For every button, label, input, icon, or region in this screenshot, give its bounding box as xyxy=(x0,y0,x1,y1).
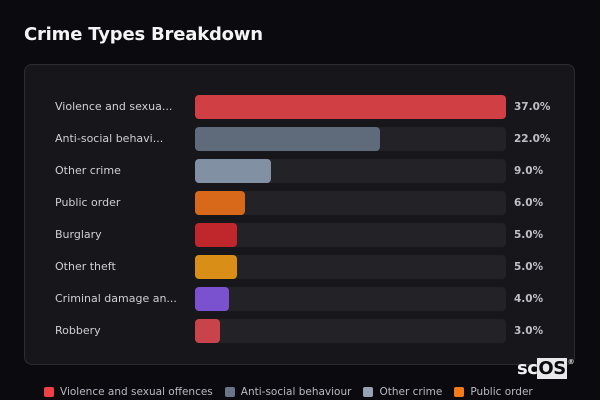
category-label: Criminal damage an... xyxy=(55,292,177,305)
category-label: Anti-social behavi... xyxy=(55,132,164,145)
scos-logo: scOS ® xyxy=(517,358,575,379)
legend-swatch-icon xyxy=(224,387,235,397)
bar-track xyxy=(195,319,506,343)
bar-row: Other crime 9.0% xyxy=(25,159,574,183)
value-label: 9.0% xyxy=(514,165,544,177)
legend-item[interactable]: Public order xyxy=(454,386,533,398)
value-label: 3.0% xyxy=(514,325,544,337)
chart-legend: Violence and sexual offences Anti-social … xyxy=(44,386,533,398)
bar-row: Other theft 5.0% xyxy=(25,255,574,279)
bar[interactable] xyxy=(195,287,229,311)
legend-item[interactable]: Other crime xyxy=(363,386,442,398)
category-label: Violence and sexua... xyxy=(55,100,173,113)
registered-mark: ® xyxy=(567,358,575,366)
category-label: Public order xyxy=(55,196,121,209)
bar-row: Violence and sexua... 37.0% xyxy=(25,95,574,119)
legend-swatch-icon xyxy=(44,387,54,397)
bar[interactable] xyxy=(195,255,238,279)
bar-track xyxy=(195,223,506,247)
legend-label: Violence and sexual offences xyxy=(60,386,213,398)
bar-track xyxy=(195,95,506,119)
legend-swatch-icon xyxy=(363,387,374,397)
value-label: 6.0% xyxy=(514,197,544,209)
legend-label: Public order xyxy=(470,386,533,398)
bar-row: Public order 6.0% xyxy=(25,191,574,215)
legend-swatch-icon xyxy=(454,387,465,397)
logo-text-sc: sc xyxy=(517,358,538,379)
bar[interactable] xyxy=(195,95,506,119)
category-label: Burglary xyxy=(55,228,102,241)
bar-row: Anti-social behavi... 22.0% xyxy=(25,127,574,151)
logo-text-os: OS xyxy=(537,358,567,379)
bar-track xyxy=(195,255,506,279)
bar[interactable] xyxy=(195,223,238,247)
bar-track xyxy=(195,127,506,151)
bar-row: Burglary 5.0% xyxy=(25,223,574,247)
bar-row: Robbery 3.0% xyxy=(25,319,574,343)
bar[interactable] xyxy=(195,127,380,151)
legend-label: Anti-social behaviour xyxy=(240,386,352,398)
bar-track xyxy=(195,191,506,215)
category-label: Robbery xyxy=(55,324,101,337)
bar[interactable] xyxy=(195,319,221,343)
bar-track xyxy=(195,159,506,183)
value-label: 4.0% xyxy=(514,293,544,305)
legend-item[interactable]: Violence and sexual offences xyxy=(44,386,213,398)
bar[interactable] xyxy=(195,191,246,215)
category-label: Other crime xyxy=(55,164,121,177)
chart-panel: Violence and sexua... 37.0% Anti-social be… xyxy=(24,64,575,365)
chart-title: Crime Types Breakdown xyxy=(24,24,263,45)
bar[interactable] xyxy=(195,159,271,183)
value-label: 37.0% xyxy=(514,101,551,113)
bar-row: Criminal damage an... 4.0% xyxy=(25,287,574,311)
value-label: 22.0% xyxy=(514,133,551,145)
value-label: 5.0% xyxy=(514,261,544,273)
bar-track xyxy=(195,287,506,311)
legend-label: Other crime xyxy=(379,386,443,398)
category-label: Other theft xyxy=(55,260,116,273)
value-label: 5.0% xyxy=(514,229,544,241)
legend-item[interactable]: Anti-social behaviour xyxy=(224,386,352,398)
